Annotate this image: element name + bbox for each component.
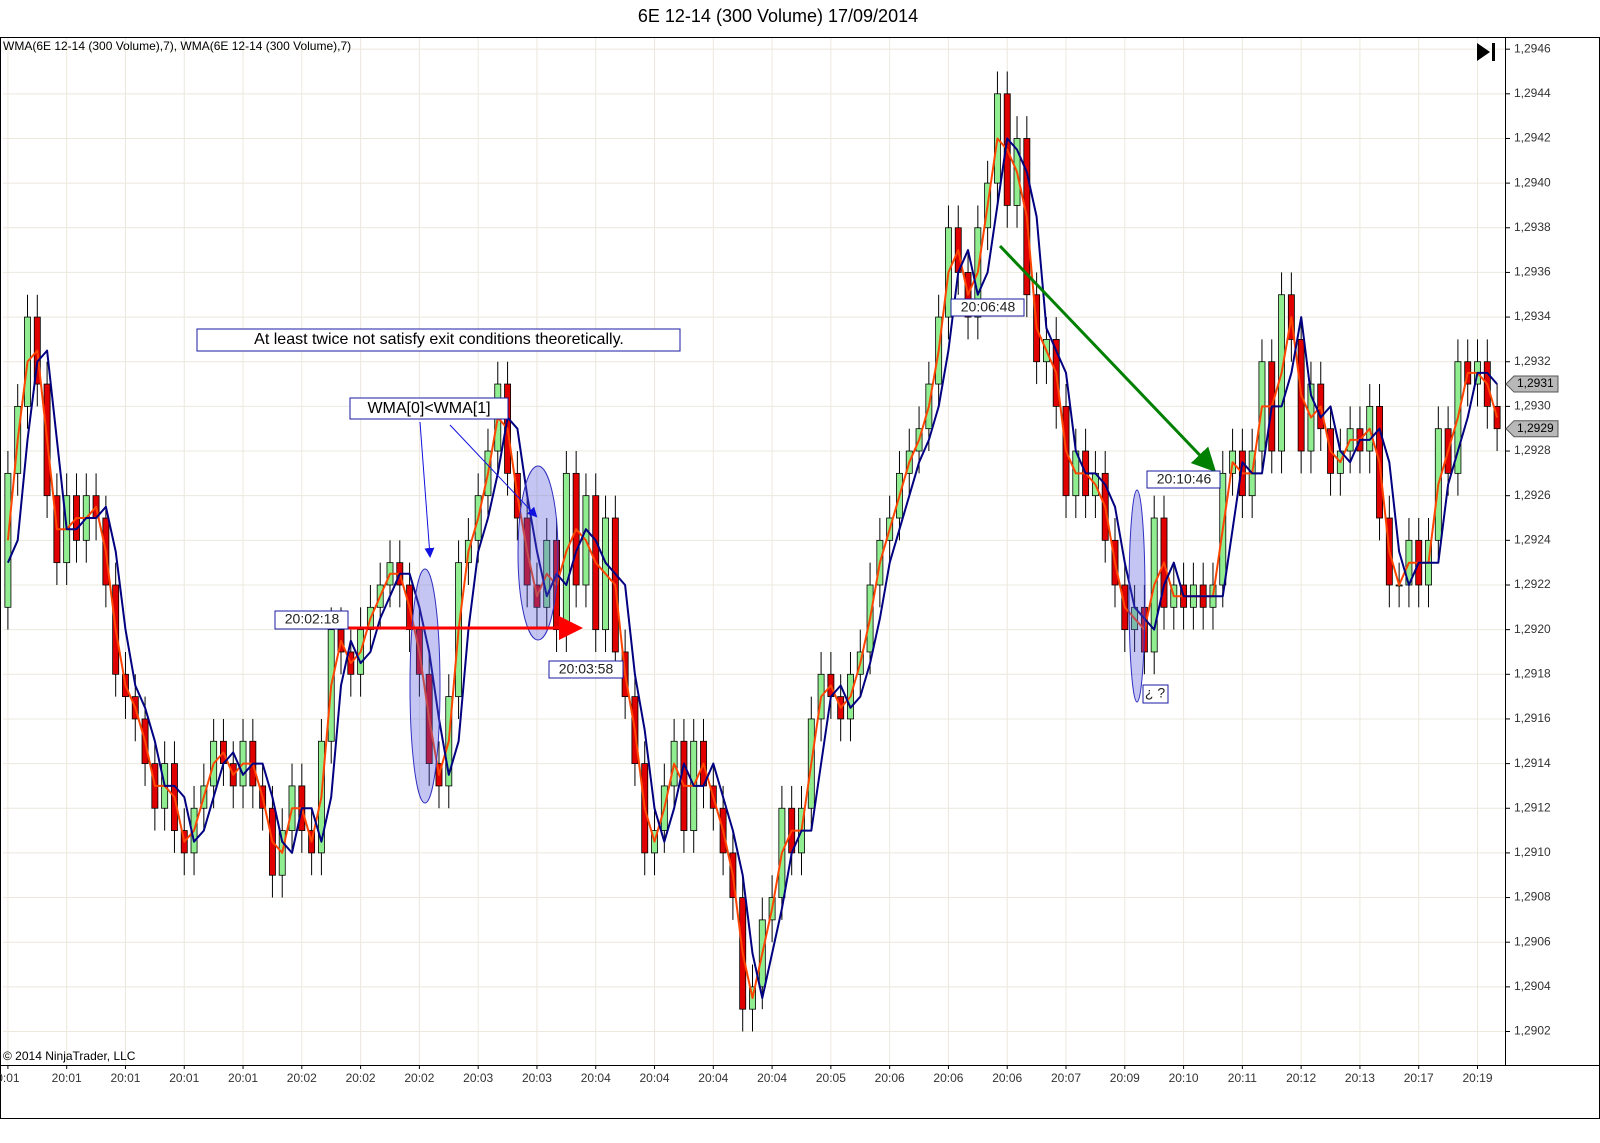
- x-tick-label: 20:12: [1286, 1071, 1316, 1085]
- note: At least twice not satisfy exit conditio…: [254, 331, 624, 348]
- y-tick-label: 1,2942: [1514, 131, 1551, 145]
- y-tick-label: 1,2946: [1514, 41, 1551, 55]
- y-tick-label: 1,2932: [1514, 354, 1551, 368]
- price-marker: [1505, 420, 1559, 438]
- highlight-ellipse: [517, 465, 559, 641]
- x-tick-label: 20:17: [1404, 1071, 1434, 1085]
- y-tick-label: 1,2930: [1514, 399, 1551, 413]
- time-label: 20:10:46: [1157, 471, 1212, 487]
- wma-line: [6, 137, 1498, 999]
- y-tick-label: 1,2904: [1514, 979, 1551, 993]
- candle-body: [1493, 405, 1501, 430]
- x-tick-label: 20:02: [346, 1071, 376, 1085]
- highlight-ellipse: [409, 568, 441, 804]
- grid: [3, 38, 1505, 1065]
- x-tick-label: 20:04: [640, 1071, 670, 1085]
- y-tick-label: 1,2902: [1514, 1024, 1551, 1038]
- y-tick-label: 1,2940: [1514, 175, 1551, 189]
- y-tick-label: 1,2934: [1514, 309, 1551, 323]
- x-tick-label: 20:06: [933, 1071, 963, 1085]
- y-tick-label: 1,2914: [1514, 756, 1551, 770]
- time-box: [1146, 470, 1221, 489]
- x-tick-label: 20:01: [110, 1071, 140, 1085]
- time-label: 20:02:18: [285, 611, 340, 627]
- x-tick-label: 20:13: [1345, 1071, 1375, 1085]
- y-tick-label: 1,2938: [1514, 220, 1551, 234]
- y-tick-label: 1,2916: [1514, 711, 1551, 725]
- y-tick-label: 1,2912: [1514, 800, 1551, 814]
- x-tick-label: 20:04: [757, 1071, 787, 1085]
- highlight-ellipse: [1128, 489, 1146, 703]
- wma-line: [6, 137, 1499, 999]
- y-tick-label: 1,2936: [1514, 265, 1551, 279]
- time-box: [548, 660, 624, 679]
- x-tick-label: 20:01: [52, 1071, 82, 1085]
- x-tick-label: 20:02: [287, 1071, 317, 1085]
- price-marker-label: 1,2931: [1517, 376, 1554, 390]
- time-label: 20:06:48: [961, 299, 1016, 315]
- x-tick-label: 20:04: [698, 1071, 728, 1085]
- x-tick-label: 20:10: [1169, 1071, 1199, 1085]
- indicator-label: WMA(6E 12-14 (300 Volume),7), WMA(6E 12-…: [3, 39, 351, 53]
- arrow: [449, 424, 538, 518]
- y-tick-label: 1,2928: [1514, 443, 1551, 457]
- x-tick-label: 20:03: [522, 1071, 552, 1085]
- scroll-end-button[interactable]: [1477, 43, 1495, 61]
- x-tick-label: 20:01: [228, 1071, 258, 1085]
- x-tick-label: 20:11: [1228, 1071, 1257, 1085]
- scroll-end-icon[interactable]: [1492, 43, 1495, 61]
- x-tick-label: 20:01: [169, 1071, 199, 1085]
- x-tick-label: 20:03: [463, 1071, 493, 1085]
- price-marker-label: 1,2929: [1517, 421, 1554, 435]
- annotations: At least twice not satisfy exit conditio…: [196, 244, 1221, 804]
- y-tick-label: 1,2924: [1514, 533, 1551, 547]
- price-marker: [1505, 375, 1559, 393]
- arrow: [998, 244, 1217, 473]
- y-tick-label: 1,2926: [1514, 488, 1551, 502]
- y-tick-label: 1,2906: [1514, 934, 1551, 948]
- condition-box: [349, 397, 509, 420]
- y-tick-label: 1,2918: [1514, 666, 1551, 680]
- copyright: © 2014 NinjaTrader, LLC: [3, 1049, 136, 1063]
- y-tick-label: 1,2920: [1514, 622, 1551, 636]
- chart-title: 6E 12-14 (300 Volume) 17/09/2014: [638, 6, 918, 26]
- x-tick-label: 20:05: [816, 1071, 846, 1085]
- candle-body: [4, 472, 12, 608]
- x-tick-label: 20:09: [1110, 1071, 1140, 1085]
- scroll-end-icon[interactable]: [1477, 43, 1490, 61]
- plot-marks: [4, 71, 1501, 1032]
- note-box: [196, 328, 681, 352]
- time-box: [950, 298, 1025, 317]
- y-tick-label: 1,2944: [1514, 86, 1551, 100]
- x-tick-label: 20:02: [404, 1071, 434, 1085]
- x-tick-label: 20:07: [1051, 1071, 1081, 1085]
- condition: WMA[0]<WMA[1]: [367, 400, 490, 417]
- x-tick-label: 20:04: [581, 1071, 611, 1085]
- y-tick-label: 1,2908: [1514, 890, 1551, 904]
- question-box: [1142, 684, 1169, 704]
- question: ¿ ?: [1145, 685, 1165, 701]
- x-tick-label: 20:06: [992, 1071, 1022, 1085]
- x-tick-label: 20:19: [1462, 1071, 1492, 1085]
- time-box: [274, 610, 349, 630]
- x-tick-label: 20:06: [875, 1071, 905, 1085]
- y-tick-label: 1,2910: [1514, 845, 1551, 859]
- y-tick-label: 1,2922: [1514, 577, 1551, 591]
- x-tick-label: 0:01: [0, 1071, 20, 1085]
- time-label: 20:03:58: [559, 661, 614, 677]
- arrow: [419, 421, 435, 558]
